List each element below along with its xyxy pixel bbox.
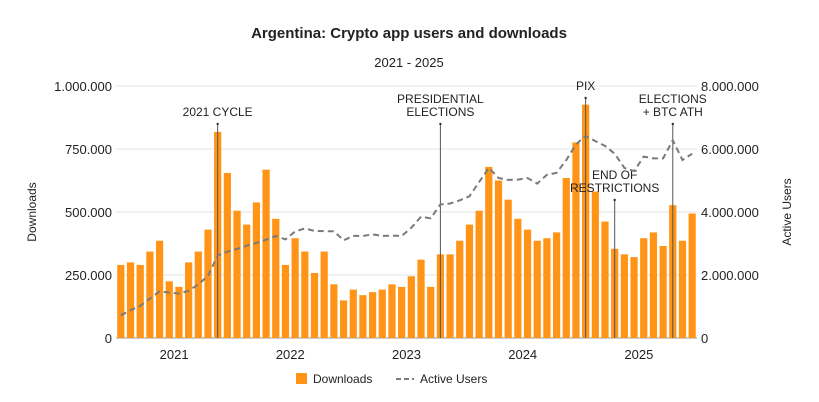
bar-downloads	[572, 142, 580, 338]
annotation-label: PIX	[576, 79, 595, 93]
legend-active-users-label: Active Users	[420, 372, 487, 386]
bar-downloads	[165, 281, 173, 338]
bar-downloads	[136, 264, 144, 338]
bar-downloads	[562, 177, 570, 338]
bar-downloads	[339, 300, 348, 338]
y-left-tick-label: 250.000	[65, 268, 112, 283]
bar-downloads	[591, 191, 599, 338]
bar-downloads	[349, 289, 357, 338]
bar-downloads	[146, 251, 154, 338]
bar-downloads	[407, 276, 415, 338]
bar-downloads	[301, 251, 309, 338]
bar-downloads	[398, 286, 406, 338]
bar-downloads	[523, 229, 532, 338]
bar-downloads	[475, 210, 483, 338]
annotation-label: ELECTIONS	[406, 105, 474, 119]
bar-downloads	[126, 262, 135, 338]
bar-downloads	[233, 210, 241, 338]
bar-downloads	[243, 224, 251, 338]
bar-downloads	[417, 259, 425, 338]
bar-downloads	[543, 238, 551, 338]
bar-downloads	[320, 251, 328, 338]
bar-downloads	[485, 166, 493, 338]
bar-downloads	[281, 264, 290, 338]
bar-downloads	[310, 272, 319, 338]
bar-downloads	[252, 202, 261, 338]
annotation-label: + BTC ATH	[643, 105, 703, 119]
bar-downloads	[514, 218, 522, 338]
bar-downloads	[330, 284, 338, 338]
bar-downloads	[378, 289, 386, 338]
y-right-tick-label: 8.000.000	[701, 79, 759, 94]
bar-downloads	[640, 238, 648, 338]
y-right-tick-label: 0	[701, 331, 708, 346]
bar-downloads	[533, 240, 541, 338]
legend: Downloads Active Users	[296, 372, 487, 386]
bar-downloads	[678, 240, 687, 338]
bar-downloads	[291, 238, 299, 338]
legend-downloads-swatch	[296, 373, 307, 384]
bar-downloads	[494, 180, 503, 338]
bar-downloads	[688, 213, 696, 338]
bar-downloads	[659, 246, 667, 338]
annotation-dot	[613, 198, 616, 202]
bar-downloads	[504, 199, 512, 338]
bar-downloads	[272, 218, 280, 338]
y-left-tick-label: 0	[105, 331, 112, 346]
bar-downloads	[465, 224, 474, 338]
annotation-dot	[439, 122, 442, 126]
y-left-tick-label: 750.000	[65, 142, 112, 157]
y-left-tick-label: 500.000	[65, 205, 112, 220]
annotation-dot	[216, 122, 219, 126]
annotation-dot	[671, 122, 674, 126]
bar-downloads	[552, 232, 561, 338]
line-active-users	[120, 134, 693, 317]
x-tick-label: 2024	[508, 347, 537, 362]
bar-downloads	[175, 286, 183, 338]
bar-downloads	[369, 292, 377, 338]
bar-downloads	[194, 251, 202, 338]
bar-downloads	[117, 264, 125, 338]
y-right-tick-label: 6.000.000	[701, 142, 759, 157]
x-tick-label: 2022	[276, 347, 305, 362]
bar-downloads	[223, 172, 231, 338]
y-left-tick-label: 1.000.000	[54, 79, 112, 94]
bar-downloads	[446, 254, 454, 338]
y-right-tick-label: 2.000.000	[701, 268, 759, 283]
bar-downloads	[388, 284, 396, 338]
x-tick-label: 2023	[392, 347, 421, 362]
bar-downloads	[630, 257, 638, 338]
chart-subtitle: 2021 - 2025	[374, 55, 443, 70]
y-axis-left-label: Downloads	[25, 182, 39, 241]
bar-downloads	[456, 240, 464, 338]
legend-downloads-label: Downloads	[313, 372, 372, 386]
annotation-label: 2021 CYCLE	[183, 105, 253, 119]
y-axis-right-label: Active Users	[780, 178, 794, 245]
bar-downloads	[204, 229, 212, 338]
annotation-label: END OF	[592, 168, 637, 182]
bar-downloads	[649, 232, 658, 338]
bar-downloads	[262, 169, 270, 338]
y-right-tick-label: 4.000.000	[701, 205, 759, 220]
bar-downloads	[185, 262, 193, 338]
bar-downloads	[155, 240, 164, 338]
bar-downloads	[427, 286, 435, 338]
x-tick-label: 2025	[624, 347, 653, 362]
bar-downloads	[620, 254, 628, 338]
annotation-label: RESTRICTIONS	[570, 181, 659, 195]
chart-title: Argentina: Crypto app users and download…	[251, 25, 567, 42]
x-tick-label: 2021	[160, 347, 189, 362]
annotation-label: PRESIDENTIAL	[397, 92, 484, 106]
bar-downloads	[359, 295, 367, 338]
bar-downloads	[601, 221, 609, 338]
annotation-label: ELECTIONS	[639, 92, 707, 106]
annotation-dot	[584, 96, 587, 100]
